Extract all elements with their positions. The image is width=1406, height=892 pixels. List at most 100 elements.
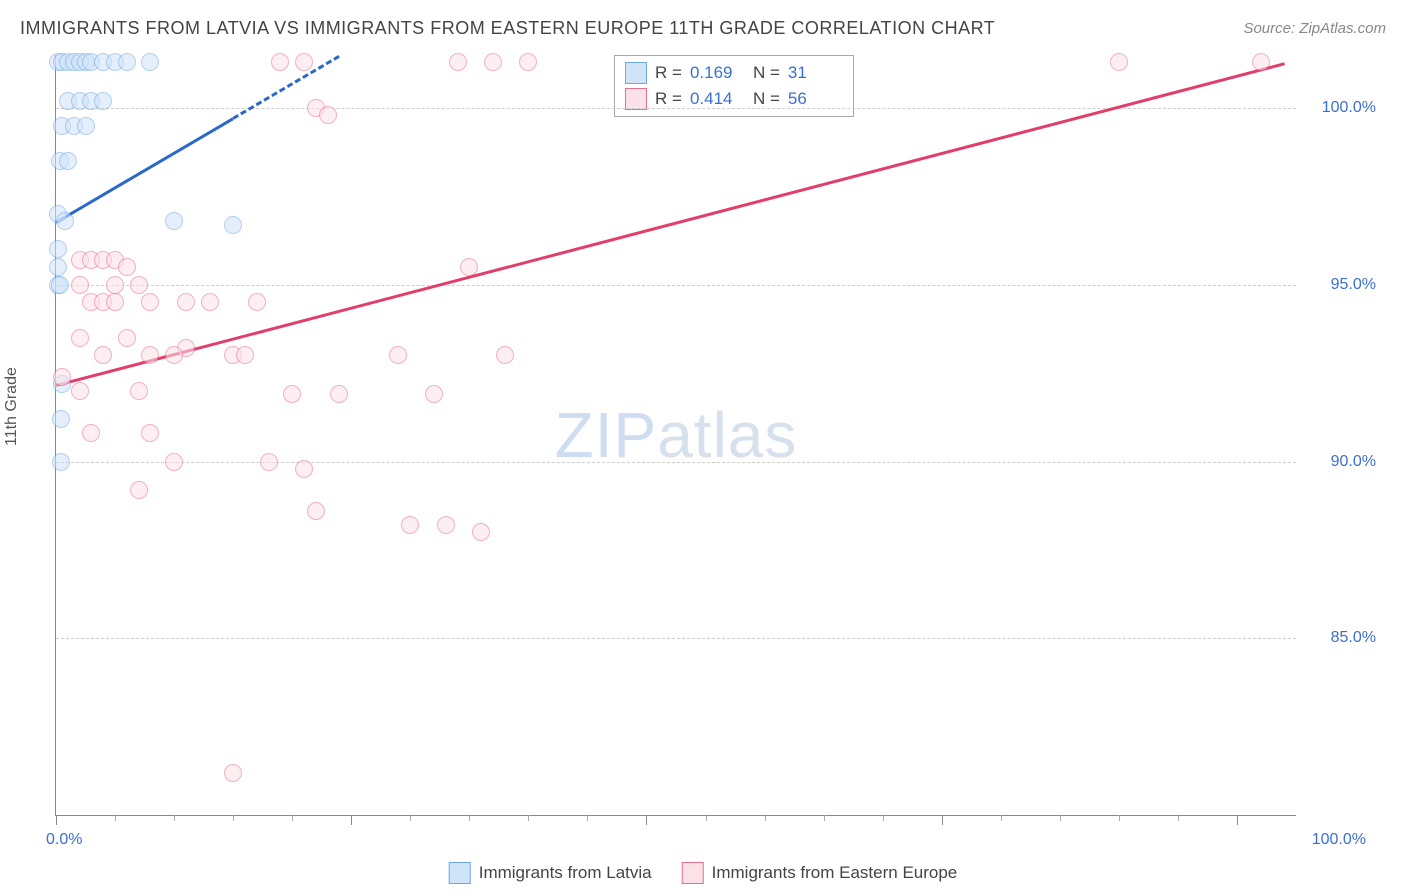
r-value-eeu: 0.414: [690, 89, 745, 109]
y-tick-label: 85.0%: [1306, 629, 1376, 647]
gridline: [56, 638, 1296, 639]
data-point-latvia: [52, 410, 70, 428]
x-tick-minor: [233, 815, 234, 821]
data-point-eastern_europe: [236, 346, 254, 364]
data-point-latvia: [141, 53, 159, 71]
data-point-eastern_europe: [201, 293, 219, 311]
data-point-latvia: [94, 92, 112, 110]
data-point-eastern_europe: [519, 53, 537, 71]
legend-item-eeu: Immigrants from Eastern Europe: [682, 862, 958, 884]
data-point-eastern_europe: [94, 346, 112, 364]
plot-area: ZIPatlas R = 0.169 N = 31 R = 0.414 N = …: [55, 55, 1296, 816]
n-value-eeu: 56: [788, 89, 843, 109]
data-point-latvia: [52, 453, 70, 471]
x-tick-minor: [292, 815, 293, 821]
data-point-eastern_europe: [389, 346, 407, 364]
data-point-eastern_europe: [71, 276, 89, 294]
x-tick-minor: [1178, 815, 1179, 821]
data-point-eastern_europe: [401, 516, 419, 534]
data-point-eastern_europe: [118, 258, 136, 276]
data-point-latvia: [49, 258, 67, 276]
data-point-latvia: [118, 53, 136, 71]
data-point-eastern_europe: [307, 502, 325, 520]
y-tick-label: 95.0%: [1306, 276, 1376, 294]
stats-row-latvia: R = 0.169 N = 31: [625, 60, 843, 86]
r-label: R =: [655, 89, 682, 109]
data-point-eastern_europe: [260, 453, 278, 471]
data-point-latvia: [51, 276, 69, 294]
x-tick-minor: [706, 815, 707, 821]
data-point-eastern_europe: [165, 453, 183, 471]
x-tick-major: [56, 815, 57, 825]
data-point-eastern_europe: [271, 53, 289, 71]
n-value-latvia: 31: [788, 63, 843, 83]
legend-label-latvia: Immigrants from Latvia: [479, 863, 652, 883]
bottom-legend: Immigrants from Latvia Immigrants from E…: [449, 862, 958, 884]
data-point-latvia: [56, 212, 74, 230]
x-tick-minor: [528, 815, 529, 821]
swatch-latvia: [625, 62, 647, 84]
watermark-bold: ZIP: [555, 399, 658, 471]
legend-label-eeu: Immigrants from Eastern Europe: [712, 863, 958, 883]
legend-swatch-eeu: [682, 862, 704, 884]
x-tick-minor: [883, 815, 884, 821]
data-point-latvia: [59, 152, 77, 170]
data-point-eastern_europe: [283, 385, 301, 403]
x-tick-minor: [469, 815, 470, 821]
x-axis-max-label: 100.0%: [1312, 831, 1366, 849]
data-point-eastern_europe: [106, 293, 124, 311]
data-point-eastern_europe: [437, 516, 455, 534]
data-point-eastern_europe: [330, 385, 348, 403]
x-tick-major: [942, 815, 943, 825]
data-point-eastern_europe: [130, 481, 148, 499]
r-label: R =: [655, 63, 682, 83]
gridline: [56, 285, 1296, 286]
y-axis-label: 11th Grade: [3, 367, 21, 446]
y-tick-label: 100.0%: [1306, 99, 1376, 117]
x-tick-minor: [824, 815, 825, 821]
y-tick-label: 90.0%: [1306, 453, 1376, 471]
data-point-eastern_europe: [71, 329, 89, 347]
data-point-eastern_europe: [319, 106, 337, 124]
chart-title: IMMIGRANTS FROM LATVIA VS IMMIGRANTS FRO…: [20, 18, 995, 39]
data-point-eastern_europe: [106, 276, 124, 294]
x-tick-minor: [1060, 815, 1061, 821]
data-point-eastern_europe: [165, 346, 183, 364]
x-tick-minor: [587, 815, 588, 821]
data-point-latvia: [165, 212, 183, 230]
source-label: Source: ZipAtlas.com: [1243, 20, 1386, 37]
data-point-latvia: [224, 216, 242, 234]
data-point-eastern_europe: [295, 53, 313, 71]
data-point-eastern_europe: [82, 424, 100, 442]
x-tick-minor: [410, 815, 411, 821]
data-point-eastern_europe: [177, 293, 195, 311]
x-tick-major: [351, 815, 352, 825]
data-point-eastern_europe: [53, 368, 71, 386]
data-point-eastern_europe: [425, 385, 443, 403]
x-tick-major: [1237, 815, 1238, 825]
data-point-eastern_europe: [141, 424, 159, 442]
data-point-latvia: [77, 117, 95, 135]
data-point-eastern_europe: [118, 329, 136, 347]
data-point-latvia: [49, 240, 67, 258]
n-label: N =: [753, 89, 780, 109]
data-point-eastern_europe: [1110, 53, 1128, 71]
data-point-eastern_europe: [71, 382, 89, 400]
x-axis-min-label: 0.0%: [46, 831, 82, 849]
legend-item-latvia: Immigrants from Latvia: [449, 862, 652, 884]
gridline: [56, 462, 1296, 463]
data-point-eastern_europe: [472, 523, 490, 541]
legend-swatch-latvia: [449, 862, 471, 884]
x-tick-major: [646, 815, 647, 825]
n-label: N =: [753, 63, 780, 83]
data-point-eastern_europe: [141, 293, 159, 311]
swatch-eeu: [625, 88, 647, 110]
data-point-eastern_europe: [295, 460, 313, 478]
data-point-eastern_europe: [141, 346, 159, 364]
x-tick-minor: [174, 815, 175, 821]
data-point-eastern_europe: [484, 53, 502, 71]
data-point-eastern_europe: [130, 276, 148, 294]
data-point-eastern_europe: [449, 53, 467, 71]
x-tick-minor: [1001, 815, 1002, 821]
x-tick-minor: [765, 815, 766, 821]
